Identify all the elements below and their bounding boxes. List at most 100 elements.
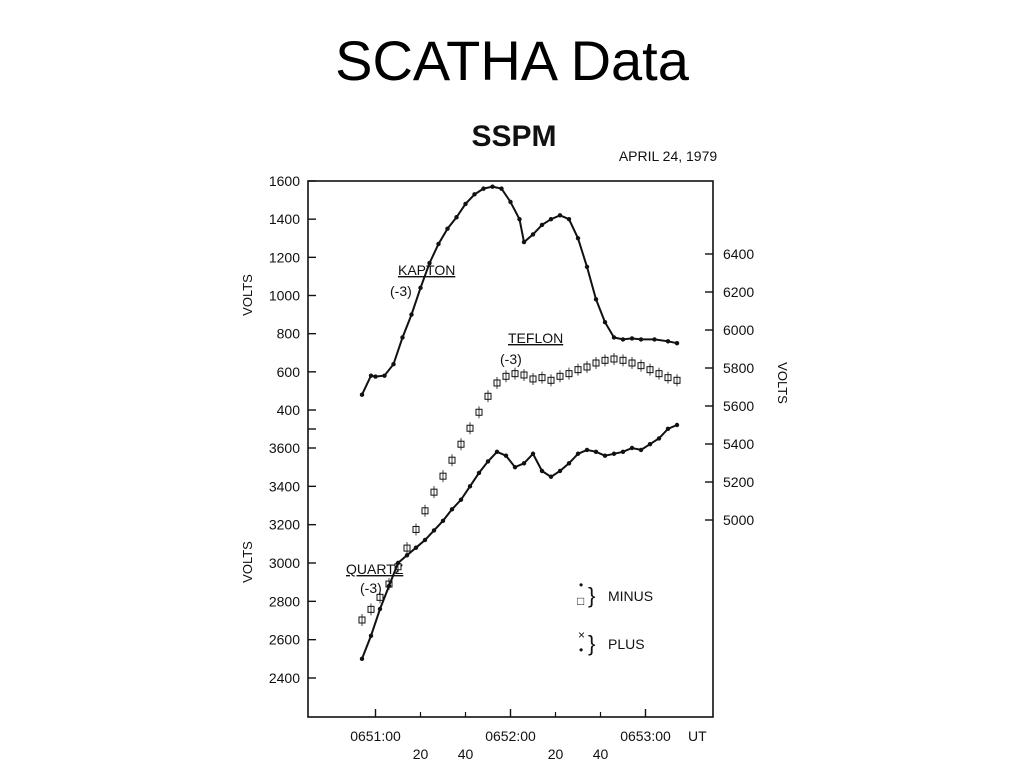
quartz-point [413, 545, 419, 550]
quartz-point [512, 464, 518, 470]
y-right-tick-label: 6000 [723, 322, 754, 338]
y-upper-tick-label: 1200 [269, 249, 300, 265]
teflon-label: TEFLON [508, 330, 563, 346]
quartz-point [431, 528, 437, 533]
quartz-point [476, 470, 482, 476]
y-right-tick-label: 6200 [723, 284, 754, 300]
quartz-point [395, 560, 401, 566]
quartz-point [494, 449, 500, 455]
y-right-tick-label: 6400 [723, 246, 754, 262]
y-lower-tick-label: 2600 [269, 632, 300, 648]
sspm-figure: SSPM APRIL 24, 1979 VOLTS VOLTS VOLTS UT… [232, 113, 798, 768]
quartz-point [674, 422, 680, 428]
y-right-tick-label: 5200 [723, 474, 754, 490]
y-lower-tick-label: 2400 [269, 670, 300, 686]
kapton-point [638, 337, 644, 342]
kapton-point [566, 216, 572, 222]
kapton-point [391, 362, 396, 367]
kapton-point [602, 320, 608, 325]
y-axis-label-upper: VOLTS [240, 274, 255, 316]
y-upper-tick-label: 1000 [269, 288, 300, 304]
chart-title: SSPM [471, 120, 556, 153]
y-upper-tick-label: 1400 [269, 211, 300, 227]
kapton-point [409, 312, 414, 317]
legend-plus-bracket: } [588, 631, 595, 656]
quartz-point [665, 426, 671, 432]
x-minor-tick-label: 20 [548, 746, 564, 762]
chart-subtitle: APRIL 24, 1979 [619, 148, 718, 164]
kapton-point [521, 239, 527, 245]
legend-plus-label: PLUS [608, 636, 645, 652]
x-tick-label: 0653:00 [620, 728, 671, 744]
kapton-point [454, 215, 459, 220]
quartz-point [539, 468, 545, 474]
quartz-point [566, 461, 572, 466]
slide-title: SCATHA Data [335, 29, 689, 92]
kapton-point [481, 186, 486, 191]
kapton-point [539, 222, 545, 228]
quartz-point [656, 436, 662, 441]
y-lower-tick-label: 3600 [269, 440, 300, 456]
y-upper-tick-label: 800 [277, 326, 301, 342]
quartz-point [530, 451, 536, 456]
legend-plus-symbol-bottom: • [579, 643, 583, 657]
legend: • □ } MINUS × • } PLUS [577, 578, 653, 657]
kapton-point [530, 232, 536, 237]
quartz-point [440, 518, 446, 524]
y-right-tick-label: 5600 [723, 398, 754, 414]
quartz-point [647, 441, 653, 447]
quartz-point [503, 453, 509, 458]
kapton-point [575, 236, 581, 241]
legend-minus-label: MINUS [608, 588, 653, 604]
kapton-point [611, 335, 617, 340]
kapton-point [368, 373, 374, 378]
series-layer [358, 184, 681, 662]
kapton-point [427, 260, 432, 266]
kapton-point [665, 339, 671, 344]
kapton-point [652, 337, 657, 342]
y-upper-tick-label: 400 [277, 402, 301, 418]
quartz-point [422, 537, 428, 543]
y-right-tick-label: 5800 [723, 360, 754, 376]
kapton-point [593, 297, 599, 302]
x-tick-label: 0652:00 [485, 728, 536, 744]
kapton-point [557, 213, 563, 218]
kapton-point [517, 216, 522, 222]
quartz-point [386, 583, 392, 589]
teflon-scale: (-3) [500, 351, 522, 367]
legend-minus-bracket: } [588, 583, 595, 608]
kapton-point [548, 216, 554, 222]
kapton-point [373, 374, 378, 379]
quartz-point [377, 606, 383, 612]
quartz-point [368, 633, 374, 639]
quartz-point [467, 484, 473, 489]
quartz-point [629, 445, 635, 451]
quartz-line [361, 424, 678, 660]
quartz-point [449, 507, 455, 512]
kapton-point [499, 186, 504, 191]
axis-ticks: 400 600 800 1000 1200 1400 1600 2400 2600 2800 300… [269, 173, 755, 762]
quartz-point [602, 453, 608, 458]
plot-frame [307, 180, 714, 718]
kapton-point [359, 392, 365, 397]
quartz-point [458, 497, 464, 502]
y-upper-tick-label: 1600 [269, 173, 300, 189]
kapton-point [629, 336, 635, 341]
x-tick-label: 0651:00 [350, 728, 401, 744]
y-right-tick-label: 5000 [723, 512, 754, 528]
kapton-point [508, 199, 513, 205]
y-upper-tick-label: 600 [277, 364, 301, 380]
legend-minus-symbol-bottom: □ [577, 594, 584, 608]
y-lower-tick-label: 2800 [269, 593, 300, 609]
kapton-point [584, 264, 590, 270]
y-axis-label-lower: VOLTS [240, 541, 255, 583]
quartz-point [593, 449, 599, 455]
y-lower-tick-label: 3000 [269, 555, 300, 571]
x-minor-tick-label: 20 [413, 746, 429, 762]
quartz-point [557, 468, 563, 474]
y-lower-tick-label: 3400 [269, 478, 300, 494]
quartz-point [485, 459, 491, 464]
kapton-point [463, 201, 468, 207]
quartz-label: QUARTZ [346, 561, 404, 577]
x-axis-label: UT [688, 728, 707, 744]
